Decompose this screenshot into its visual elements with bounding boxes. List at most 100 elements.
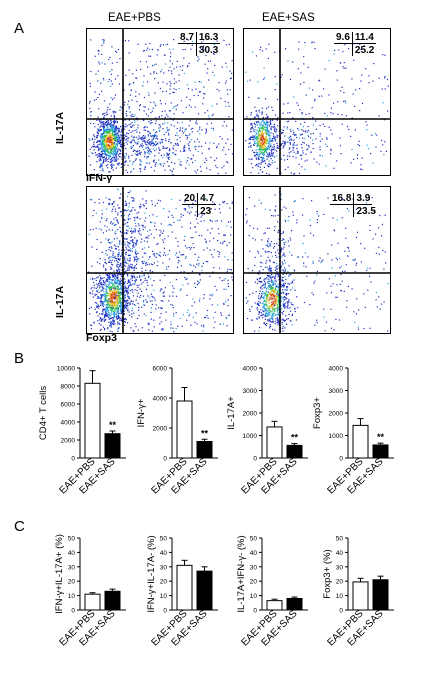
bar-sas xyxy=(286,444,303,459)
significance-marker: ** xyxy=(109,420,117,430)
y-tick-label: 50 xyxy=(250,536,258,543)
significance-marker: ** xyxy=(291,433,299,443)
bar-pbs xyxy=(176,400,193,459)
bar-pbs xyxy=(176,564,193,611)
quadrant-top-right: 4.7 xyxy=(198,193,217,205)
y-tick-label: 30 xyxy=(68,564,76,571)
quadrant-top-left: 9.6 xyxy=(334,32,353,44)
y-tick-label: 2000 xyxy=(153,426,168,433)
y-tick-label: 2000 xyxy=(61,438,76,445)
y-tick-label: 0 xyxy=(163,456,167,463)
y-axis-label: IFN-γ+ xyxy=(136,398,147,427)
y-tick-label: 10 xyxy=(250,593,258,600)
y-tick-label: 3000 xyxy=(243,388,258,395)
y-tick-label: 0 xyxy=(339,608,343,615)
flow-plot-sas-foxp3 xyxy=(243,186,391,334)
bar-pbs xyxy=(266,600,283,611)
y-tick-label: 20 xyxy=(160,579,168,586)
flow-plot-sas-ifng xyxy=(243,28,391,176)
quadrant-stats-sas-foxp3: 16.83.9 16.823.5 xyxy=(330,193,378,217)
y-axis-label: IL-17A+ xyxy=(226,396,237,430)
flow-events xyxy=(245,191,389,333)
y-tick-label: 4000 xyxy=(153,396,168,403)
y-tick-label: 30 xyxy=(160,564,168,571)
bar-pbs xyxy=(352,581,369,611)
quadrant-bottom-right: 23 xyxy=(197,205,213,217)
y-axis-label: Foxp3+ (%) xyxy=(322,549,333,598)
y-tick-label: 40 xyxy=(336,550,344,557)
y-tick-label: 4000 xyxy=(243,366,258,373)
bar-sas xyxy=(196,441,213,459)
y-axis-label: IL-17A+IFN-γ- (%) xyxy=(236,535,247,612)
y-axis-label: IFN-γ+IL-17A- (%) xyxy=(146,535,157,612)
flow-density-plot xyxy=(87,29,233,175)
quadrant-stats-pbs-foxp3: 204.7 2023 xyxy=(182,193,217,217)
significance-marker: ** xyxy=(377,432,385,442)
flow-events xyxy=(88,188,233,333)
y-tick-label: 10000 xyxy=(57,366,75,373)
bar-sas xyxy=(372,444,389,459)
y-tick-label: 1000 xyxy=(243,433,258,440)
y-axis-label: Foxp3+ xyxy=(312,397,323,429)
y-tick-label: 0 xyxy=(253,456,257,463)
flow-density-plot xyxy=(244,29,390,175)
y-tick-label: 2000 xyxy=(243,411,258,418)
flow-xlabel-ifng: IFN-γ xyxy=(86,172,113,184)
flow-density-plot xyxy=(244,187,390,333)
panel-letter-b: B xyxy=(14,350,25,367)
y-axis-label: IFN-γ+IL-17A+ (%) xyxy=(54,534,65,614)
y-tick-label: 2000 xyxy=(329,411,344,418)
condition-label-pbs: EAE+PBS xyxy=(108,12,161,24)
y-tick-label: 0 xyxy=(253,608,257,615)
y-tick-label: 3000 xyxy=(329,388,344,395)
panel-letter-a: A xyxy=(14,20,25,37)
flow-density-plot xyxy=(87,187,233,333)
y-tick-label: 20 xyxy=(250,579,258,586)
y-tick-label: 50 xyxy=(160,536,168,543)
quadrant-top-right: 16.3 xyxy=(196,32,221,44)
condition-label-sas: EAE+SAS xyxy=(262,12,315,24)
y-tick-label: 20 xyxy=(336,579,344,586)
bar-pbs xyxy=(266,426,283,459)
y-tick-label: 6000 xyxy=(153,366,168,373)
bar-sas xyxy=(372,579,389,611)
flow-plot-pbs-foxp3 xyxy=(86,186,234,334)
y-tick-label: 4000 xyxy=(329,366,344,373)
y-tick-label: 20 xyxy=(68,579,76,586)
y-tick-label: 10 xyxy=(160,593,168,600)
y-tick-label: 0 xyxy=(71,456,75,463)
quadrant-top-left: 20 xyxy=(182,193,199,205)
y-tick-label: 40 xyxy=(68,550,76,557)
quadrant-top-left: 16.8 xyxy=(330,193,355,205)
bar-sas xyxy=(104,590,121,611)
flow-plot-pbs-ifng xyxy=(86,28,234,176)
quadrant-top-left: 8.7 xyxy=(178,32,197,44)
bar-pbs xyxy=(352,424,369,459)
quadrant-bottom-right: 23.5 xyxy=(353,205,377,217)
y-tick-label: 50 xyxy=(336,536,344,543)
y-tick-label: 50 xyxy=(68,536,76,543)
y-tick-label: 0 xyxy=(339,456,343,463)
y-tick-label: 6000 xyxy=(61,402,76,409)
bar-sas xyxy=(196,570,213,611)
y-axis-label: CD4+ T cells xyxy=(38,386,49,441)
y-tick-label: 10 xyxy=(68,593,76,600)
quadrant-stats-sas-ifng: 9.611.4 9.625.2 xyxy=(334,32,376,56)
quadrant-bottom-right: 30.3 xyxy=(195,44,220,56)
flow-events xyxy=(245,41,389,175)
quadrant-top-right: 3.9 xyxy=(354,193,373,205)
quadrant-top-right: 11.4 xyxy=(352,32,376,44)
bar-sas xyxy=(104,433,121,459)
bar-pbs xyxy=(84,593,101,611)
quadrant-stats-pbs-ifng: 8.716.3 8.730.3 xyxy=(178,32,221,56)
flow-xlabel-foxp3: Foxp3 xyxy=(86,332,117,344)
y-tick-label: 10 xyxy=(336,593,344,600)
y-tick-label: 0 xyxy=(163,608,167,615)
panel-letter-c: C xyxy=(14,518,25,535)
